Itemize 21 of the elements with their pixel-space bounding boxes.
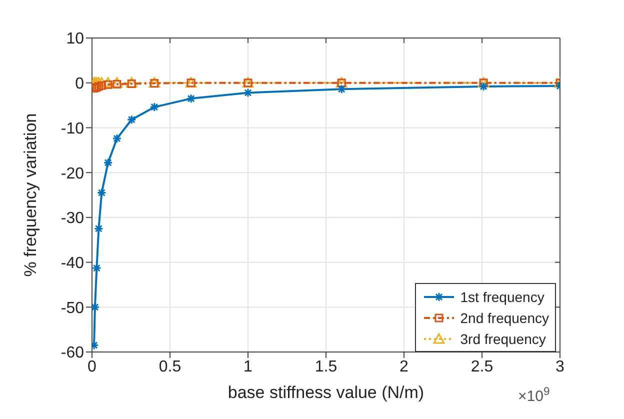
- x-tick-label: 0.5: [158, 358, 182, 376]
- x-tick-label: 3: [556, 358, 565, 376]
- x-tick-label: 2: [400, 358, 409, 376]
- y-axis-title: % frequency variation: [21, 113, 40, 277]
- x-axis-title: base stiffness value (N/m): [228, 383, 424, 402]
- x-tick-label: 2.5: [470, 358, 494, 376]
- y-tick-label: -40: [60, 254, 84, 272]
- x-tick-label: 0: [88, 358, 97, 376]
- y-tick-label: -60: [60, 344, 84, 362]
- y-tick-label: -50: [60, 300, 84, 317]
- y-tick-label: -10: [60, 120, 84, 138]
- y-tick-label: 0: [75, 76, 84, 93]
- legend-label: 2nd frequency: [460, 310, 549, 326]
- legend-label: 3rd frequency: [460, 330, 546, 346]
- x-tick-label: 1: [244, 358, 253, 376]
- x-tick-label: 1.5: [314, 358, 338, 376]
- y-tick-label: -20: [60, 165, 84, 182]
- y-tick-label: 10: [66, 30, 84, 48]
- y-tick-label: -30: [60, 210, 84, 228]
- legend-label: 1st frequency: [460, 288, 544, 304]
- text: ×10$^{9}$: [518, 386, 550, 405]
